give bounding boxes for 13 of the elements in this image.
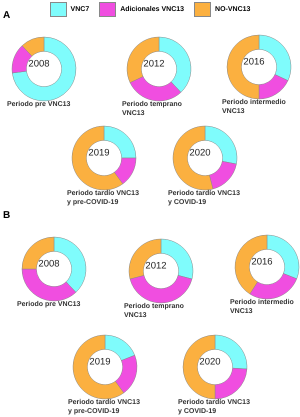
text: 2019 — [89, 356, 111, 368]
text: 2012 — [143, 58, 165, 70]
text: A — [3, 10, 10, 21]
text: B — [3, 210, 10, 221]
text: 2016 — [243, 56, 265, 68]
text: 2020 — [189, 148, 211, 158]
text: 2008 — [28, 58, 50, 70]
text: 2016 — [251, 256, 273, 268]
text: 2019 — [88, 148, 110, 158]
text: 2008 — [38, 258, 60, 270]
text: 2020 — [199, 356, 221, 368]
donut-slice — [12, 36, 76, 102]
text: 2012 — [145, 260, 167, 272]
